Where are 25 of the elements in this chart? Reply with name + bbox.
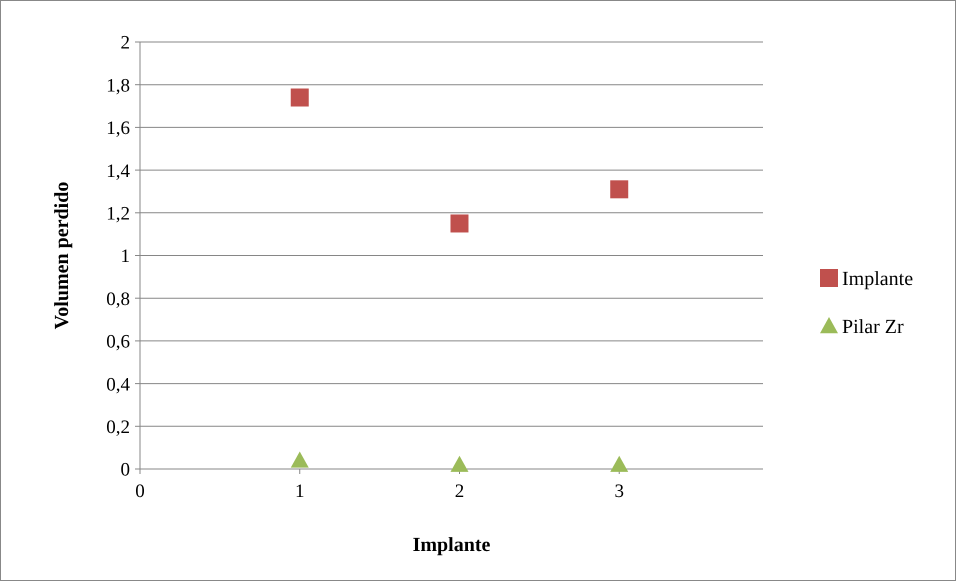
y-tick-label: 1 [120,246,130,268]
y-tick-label: 2 [120,32,130,54]
x-tick-label: 1 [294,481,304,502]
y-tick-label: 0,8 [106,288,130,310]
y-tick-label: 1,2 [106,203,130,224]
y-tick-label: 0,2 [106,416,130,438]
x-axis-title: Implante [412,534,491,556]
point [450,456,468,472]
legend-label: Pilar Zr [842,316,904,338]
y-tick-label: 0 [120,460,130,481]
legend-label: Implante [842,268,914,290]
point [290,451,309,468]
y-tick-label: 1,6 [106,118,130,140]
y-tick-label: 0,4 [106,374,130,396]
point [450,214,468,232]
point [290,88,309,107]
x-tick-label: 3 [614,481,624,502]
y-tick-label: 1,8 [106,75,130,96]
point [610,456,628,472]
x-tick-label: 0 [135,481,145,502]
y-axis-title: Volumen perdido [51,182,73,330]
y-tick-label: 1,4 [106,160,130,182]
y-tick-label: 0,6 [106,332,130,353]
point [610,180,628,198]
x-tick-label: 2 [454,481,464,502]
